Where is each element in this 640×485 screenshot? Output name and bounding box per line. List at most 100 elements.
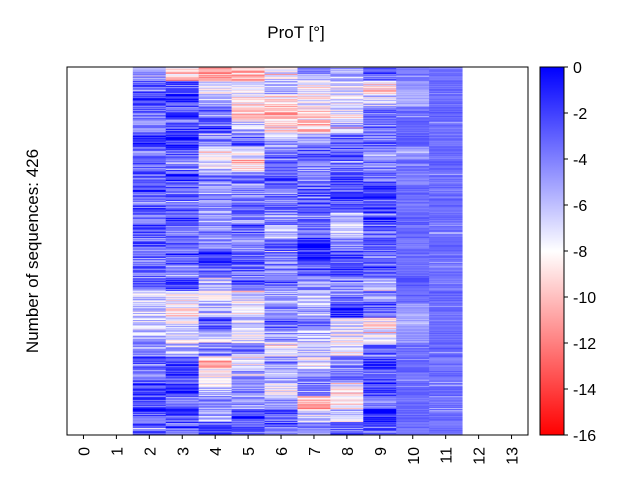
- heatmap-cell: [165, 75, 200, 78]
- heatmap-cell: [396, 153, 430, 155]
- heatmap-cell: [330, 397, 364, 400]
- heatmap-cell: [297, 96, 331, 98]
- heatmap-cell: [363, 216, 397, 218]
- heatmap-cell: [165, 119, 200, 122]
- heatmap-cell: [165, 397, 200, 400]
- heatmap-cell: [396, 296, 430, 299]
- heatmap-cell: [198, 189, 233, 192]
- heatmap-cell: [132, 196, 167, 199]
- heatmap-cell: [165, 135, 200, 137]
- heatmap-cell: [429, 201, 463, 204]
- heatmap-cell: [363, 297, 397, 300]
- heatmap-cell: [363, 103, 397, 105]
- heatmap-cell: [132, 249, 167, 251]
- heatmap-cell: [363, 335, 397, 338]
- heatmap-cell: [429, 291, 463, 294]
- heatmap-cell: [363, 332, 397, 334]
- heatmap-cell: [330, 366, 364, 369]
- heatmap-cell: [165, 270, 200, 273]
- heatmap-cell: [429, 282, 463, 285]
- heatmap-cell: [330, 354, 364, 357]
- heatmap-cell: [429, 387, 463, 389]
- heatmap-cell: [264, 198, 298, 200]
- heatmap-cell: [330, 323, 364, 326]
- heatmap-cell: [330, 339, 364, 341]
- heatmap-cell: [132, 274, 167, 276]
- heatmap-cell: [429, 194, 463, 197]
- heatmap-cell: [264, 372, 298, 375]
- heatmap-cell: [363, 330, 397, 332]
- heatmap-cell: [165, 251, 200, 254]
- heatmap-cell: [231, 115, 265, 117]
- heatmap-cell: [231, 70, 265, 72]
- heatmap-cell: [363, 371, 397, 374]
- heatmap-cell: [198, 146, 233, 148]
- heatmap-cell: [363, 384, 397, 386]
- heatmap-cell: [396, 390, 430, 393]
- heatmap-cell: [198, 308, 233, 310]
- heatmap-cell: [198, 307, 233, 309]
- heatmap-cell: [330, 229, 364, 231]
- heatmap-cell: [165, 339, 200, 341]
- heatmap-cell: [231, 424, 265, 427]
- heatmap-cell: [165, 171, 200, 173]
- heatmap-cell: [429, 73, 463, 75]
- heatmap-cell: [297, 248, 331, 250]
- heatmap-cell: [330, 335, 364, 338]
- heatmap-cell: [264, 323, 298, 326]
- heatmap-cell: [297, 325, 331, 327]
- heatmap-cell: [198, 231, 233, 233]
- heatmap-cell: [363, 426, 397, 428]
- heatmap-cell: [363, 316, 397, 319]
- heatmap-cell: [165, 103, 200, 105]
- heatmap-cell: [330, 218, 364, 220]
- heatmap-cell: [231, 67, 265, 69]
- heatmap-cell: [231, 392, 265, 395]
- heatmap-cell: [198, 137, 233, 140]
- heatmap-cell: [231, 208, 265, 211]
- heatmap-cell: [429, 93, 463, 96]
- heatmap-cell: [330, 417, 364, 420]
- heatmap-cell: [231, 149, 265, 152]
- heatmap-cell: [264, 101, 298, 104]
- heatmap-cell: [231, 430, 265, 433]
- heatmap-cell: [231, 303, 265, 306]
- heatmap-cell: [429, 172, 463, 174]
- heatmap-cell: [132, 160, 167, 162]
- heatmap-cell: [198, 156, 233, 159]
- heatmap-cell: [165, 82, 200, 85]
- heatmap-cell: [132, 294, 167, 296]
- heatmap-cell: [165, 73, 200, 76]
- heatmap-cell: [231, 357, 265, 359]
- heatmap-cell: [429, 352, 463, 355]
- heatmap-cell: [297, 220, 331, 223]
- heatmap-cell: [231, 81, 265, 84]
- heatmap-cell: [297, 232, 331, 234]
- heatmap-cell: [264, 264, 298, 267]
- heatmap-cell: [132, 145, 167, 148]
- heatmap-cell: [297, 328, 331, 331]
- heatmap-cell: [363, 312, 397, 314]
- heatmap-cell: [231, 236, 265, 238]
- heatmap-cell: [132, 143, 167, 146]
- heatmap-cell: [297, 390, 331, 392]
- heatmap-cell: [165, 149, 200, 151]
- heatmap-cell: [363, 191, 397, 193]
- heatmap-cell: [165, 424, 200, 427]
- heatmap-cell: [363, 308, 397, 311]
- heatmap-cell: [198, 322, 233, 325]
- heatmap-cell: [231, 290, 265, 293]
- heatmap-cell: [165, 248, 200, 250]
- heatmap-cell: [363, 357, 397, 359]
- heatmap-cell: [165, 318, 200, 320]
- heatmap-cell: [330, 160, 364, 162]
- heatmap-cell: [330, 213, 364, 216]
- heatmap-cell: [297, 397, 331, 400]
- heatmap-cell: [396, 198, 430, 200]
- heatmap-cell: [264, 206, 298, 209]
- heatmap-cell: [231, 305, 265, 307]
- heatmap-cell: [396, 232, 430, 235]
- heatmap-cell: [297, 236, 331, 238]
- heatmap-cell: [165, 86, 200, 89]
- heatmap-cell: [264, 219, 298, 222]
